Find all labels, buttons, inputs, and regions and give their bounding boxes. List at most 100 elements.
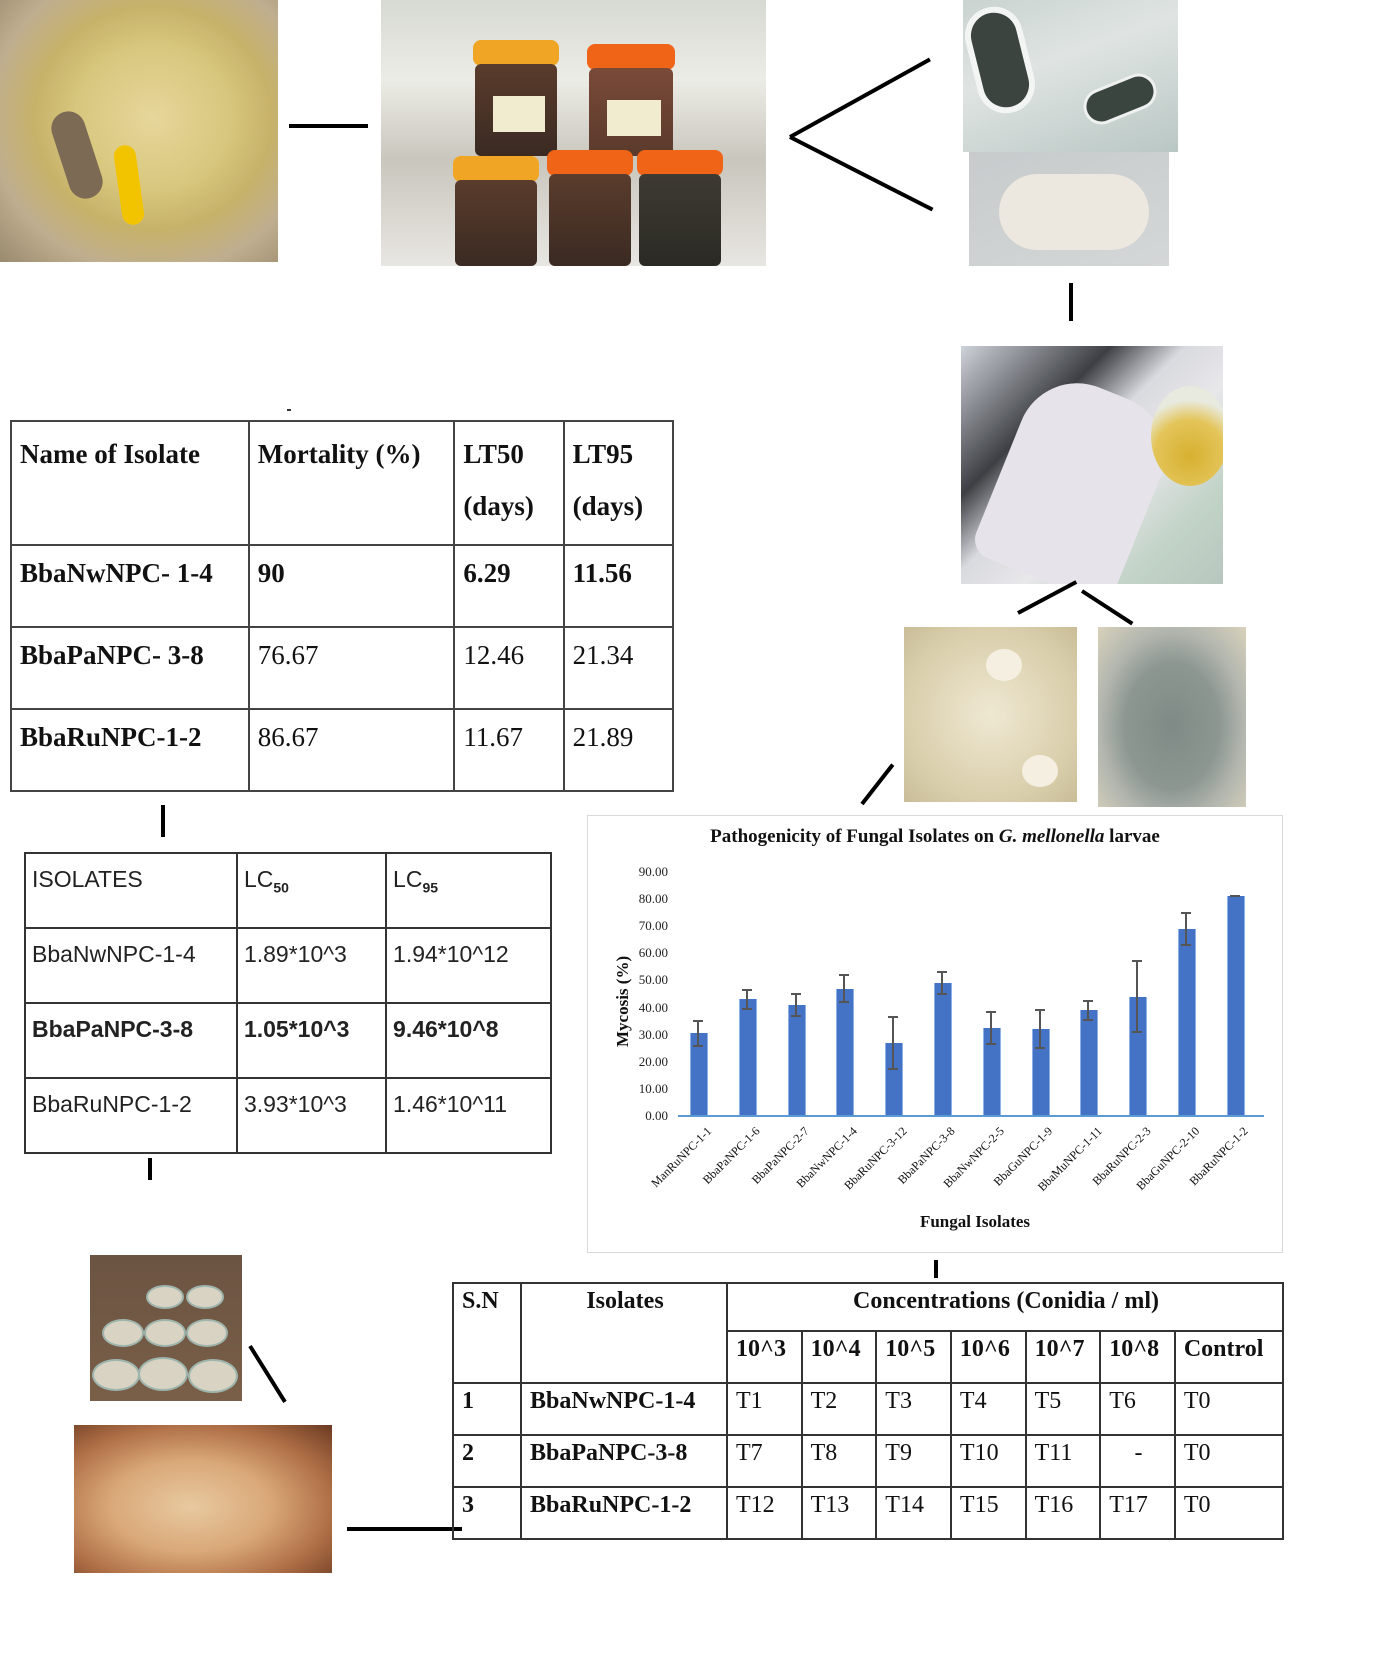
- header-name: Name of Isolate: [10, 420, 250, 546]
- cell-lc95: 1.46*10^11: [385, 1077, 552, 1154]
- cell-isolate: BbaNwNPC- 1-4: [10, 544, 250, 628]
- connector-line-upper: [789, 57, 931, 139]
- treatment-table: S.N Isolates Concentrations (Conidia / m…: [452, 1282, 1285, 1540]
- error-cap: [1229, 895, 1240, 898]
- x-axis-label: Fungal Isolates: [919, 1212, 1031, 1231]
- green-culture-photo: [1098, 627, 1246, 807]
- cell-isolate: BbaRuNPC-1-2: [24, 1077, 238, 1154]
- bar: [836, 988, 855, 1116]
- bar: [738, 999, 757, 1116]
- error-bar: [1136, 961, 1139, 1032]
- connector-line: [289, 124, 368, 128]
- connector-line: [347, 1527, 462, 1531]
- conc-col: 10^6: [949, 1330, 1027, 1384]
- error-cap: [1132, 1030, 1143, 1033]
- connector-line: [1069, 283, 1073, 321]
- connector-line-lower: [789, 135, 934, 212]
- error-bar: [989, 1011, 992, 1045]
- bar: [787, 1004, 806, 1116]
- error-cap: [1181, 911, 1191, 914]
- conc-col: 10^3: [726, 1330, 803, 1384]
- cell-treatment: T0: [1173, 1382, 1285, 1436]
- table-row: BbaNwNPC-1-4 1.89*10^3 1.94*10^12: [24, 927, 552, 1004]
- cell-treatment: T8: [800, 1434, 878, 1488]
- cell-lt50: 11.67: [453, 708, 565, 792]
- cell-treatment: T1: [726, 1382, 803, 1436]
- conc-col: 10^8: [1099, 1330, 1176, 1384]
- error-cap: [839, 1001, 850, 1004]
- error-bar: [941, 972, 943, 994]
- treatment-header-row: S.N Isolates Concentrations (Conidia / m…: [452, 1282, 1284, 1384]
- lc-table-header: ISOLATES LC50 LC95: [24, 852, 552, 929]
- error-cap: [1181, 944, 1191, 947]
- bar: [1226, 896, 1245, 1116]
- lt-table-header: Name of Isolate Mortality (%) LT50 (days)…: [10, 420, 675, 546]
- bar: [1031, 1029, 1050, 1116]
- bar: [1178, 928, 1196, 1116]
- error-cap: [741, 988, 752, 991]
- y-tick-label: 40.00: [638, 999, 668, 1015]
- error-cap: [1034, 1047, 1045, 1050]
- y-tick-label: 50.00: [638, 972, 668, 988]
- cell-treatment: T7: [726, 1434, 803, 1488]
- cell-treatment: T13: [800, 1486, 878, 1540]
- cell-treatment: T5: [1024, 1382, 1102, 1436]
- cell-mortality: 86.67: [247, 708, 456, 792]
- header-lc95: LC95: [385, 852, 552, 929]
- connector-line: [248, 1344, 287, 1404]
- conc-col: 10^4: [800, 1330, 878, 1384]
- error-cap: [937, 971, 947, 974]
- y-tick-label: 80.00: [638, 891, 668, 907]
- error-cap: [1132, 960, 1143, 963]
- error-bar: [697, 1021, 699, 1046]
- header-lt95: LT95 (days): [562, 420, 675, 546]
- error-cap: [888, 1016, 899, 1019]
- table-row: BbaRuNPC-1-2 86.67 11.67 21.89: [10, 708, 675, 792]
- cell-isolate: BbaPaNPC-3-8: [520, 1434, 728, 1488]
- cell-sn: 2: [452, 1434, 522, 1488]
- bar: [690, 1033, 708, 1116]
- table-row: BbaNwNPC- 1-4 90 6.29 11.56: [10, 544, 675, 628]
- cell-lt50: 12.46: [453, 626, 565, 710]
- white-colonies-photo: [904, 627, 1077, 802]
- cell-isolate: BbaRuNPC-1-2: [10, 708, 250, 792]
- cell-lc50: 3.93*10^3: [235, 1077, 388, 1154]
- error-bar: [1087, 1000, 1090, 1020]
- header-lt50: LT50 (days): [453, 420, 565, 546]
- y-tick-label: 90.00: [638, 864, 668, 879]
- error-bar: [745, 989, 748, 1009]
- larva-photo: [0, 0, 278, 262]
- error-bar: [843, 975, 846, 1003]
- error-cap: [888, 1067, 899, 1070]
- error-cap: [1034, 1009, 1045, 1012]
- cell-treatment: T6: [1099, 1382, 1176, 1436]
- connector-line: [148, 1158, 152, 1180]
- y-tick-label: 30.00: [638, 1026, 668, 1042]
- lc-table: ISOLATES LC50 LC95 BbaNwNPC-1-4 1.89*10^…: [24, 852, 552, 1154]
- cell-treatment: T4: [949, 1382, 1027, 1436]
- mycosis-bar-chart: Pathogenicity of Fungal Isolates on G. m…: [587, 815, 1283, 1253]
- cell-treatment: T0: [1173, 1486, 1285, 1540]
- error-cap: [1083, 999, 1094, 1002]
- y-axis-label: Mycosis (%): [613, 955, 632, 1047]
- cell-mortality: 76.67: [247, 626, 456, 710]
- cell-treatment: T10: [949, 1434, 1027, 1488]
- connector-line: [1017, 580, 1078, 615]
- error-bar: [892, 1017, 895, 1069]
- cell-isolate: BbaPaNPC- 3-8: [10, 626, 250, 710]
- cell-mortality: 90: [247, 544, 456, 628]
- conc-col: 10^5: [875, 1330, 952, 1384]
- connector-line: [161, 805, 165, 837]
- cell-lt95: 21.34: [562, 626, 675, 710]
- cell-lc95: 9.46*10^8: [385, 1002, 552, 1079]
- maggot-bioassay-photo: [74, 1425, 332, 1573]
- error-cap: [741, 1007, 752, 1010]
- isolation-lab-photo: [961, 346, 1223, 584]
- error-bar: [794, 994, 797, 1016]
- cell-lc95: 1.94*10^12: [385, 927, 552, 1004]
- header-isolates: Isolates: [520, 1282, 728, 1384]
- fungus-covered-larva-photo: [969, 152, 1169, 266]
- cell-treatment: -: [1099, 1434, 1176, 1488]
- cell-lt95: 11.56: [562, 544, 675, 628]
- error-cap: [985, 1043, 996, 1046]
